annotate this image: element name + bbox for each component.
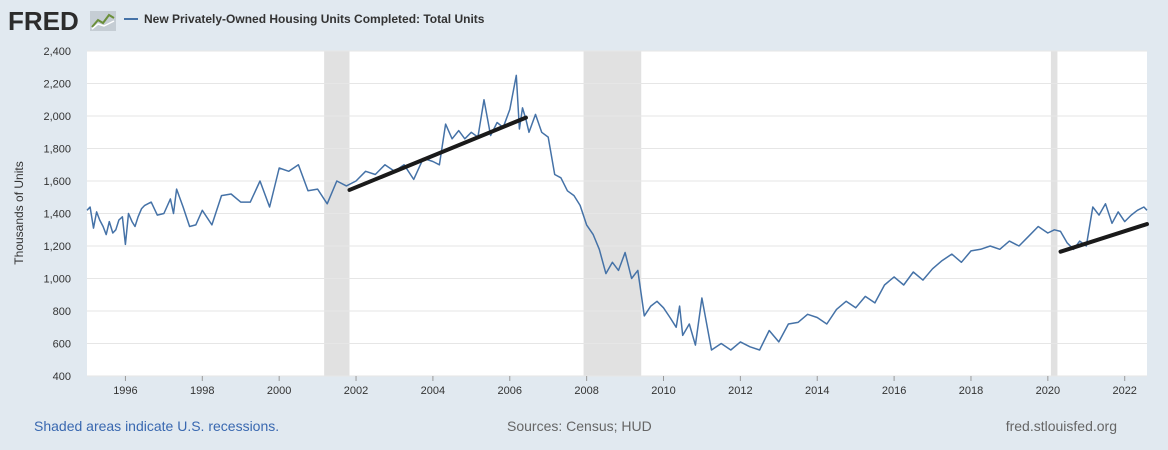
- fred-logo-text: FRED: [8, 6, 79, 36]
- y-tick-label: 1,800: [43, 144, 71, 156]
- x-tick-label: 2010: [651, 385, 675, 397]
- x-tick-label: 2012: [728, 385, 752, 397]
- x-tick-label: 2016: [882, 385, 906, 397]
- sources-text: Sources: Census; HUD: [507, 418, 652, 434]
- trend-lines: [347, 115, 1149, 254]
- y-tick-label: 600: [53, 339, 71, 351]
- y-tick-label: 2,200: [43, 79, 71, 91]
- x-tick-label: 2018: [959, 385, 983, 397]
- x-tick-label: 2022: [1112, 385, 1136, 397]
- x-tick-label: 2004: [421, 385, 445, 397]
- x-tick-label: 1996: [113, 385, 137, 397]
- y-tick-label: 2,400: [43, 46, 71, 58]
- trend-line-1: [1058, 222, 1149, 254]
- y-tick-label: 1,200: [43, 241, 71, 253]
- legend-label: New Privately-Owned Housing Units Comple…: [144, 12, 485, 26]
- legend-line-swatch: [124, 18, 138, 20]
- y-axis: 400 600 800 1,000 1,200 1,400 1,600 1,800 2,000 2…: [43, 46, 71, 383]
- trend-line-0: [347, 115, 528, 192]
- x-tick-label: 2020: [1036, 385, 1060, 397]
- x-tick-label: 2002: [344, 385, 368, 397]
- y-tick-label: 2,000: [43, 111, 71, 123]
- x-tick-label: 2008: [574, 385, 598, 397]
- x-axis: 1996 1998 2000 2002 2004 2006 2008 2010 2012 2014…: [113, 376, 1137, 397]
- y-tick-label: 1,400: [43, 209, 71, 221]
- y-tick-label: 400: [53, 371, 71, 383]
- x-tick-label: 1998: [190, 385, 214, 397]
- x-tick-label: 2000: [267, 385, 291, 397]
- grid-lines: [87, 50, 1147, 377]
- series-group: [86, 74, 1148, 351]
- y-axis-label: Thousands of Units: [12, 161, 26, 264]
- line-chart: 400 600 800 1,000 1,200 1,400 1,600 1,800 2,000 2…: [12, 46, 1149, 397]
- x-tick-label: 2006: [498, 385, 522, 397]
- y-tick-label: 1,600: [43, 176, 71, 188]
- x-tick-label: 2014: [805, 385, 829, 397]
- site-link[interactable]: fred.stlouisfed.org: [1005, 418, 1117, 434]
- y-tick-label: 1,000: [43, 274, 71, 286]
- chart-legend: New Privately-Owned Housing Units Comple…: [124, 12, 484, 26]
- fred-graph-icon: [90, 11, 116, 31]
- recession-note-link[interactable]: Shaded areas indicate U.S. recessions.: [34, 418, 280, 434]
- y-tick-label: 800: [53, 306, 71, 318]
- series-line-0: [86, 74, 1148, 351]
- fred-logo: FRED: [8, 6, 116, 36]
